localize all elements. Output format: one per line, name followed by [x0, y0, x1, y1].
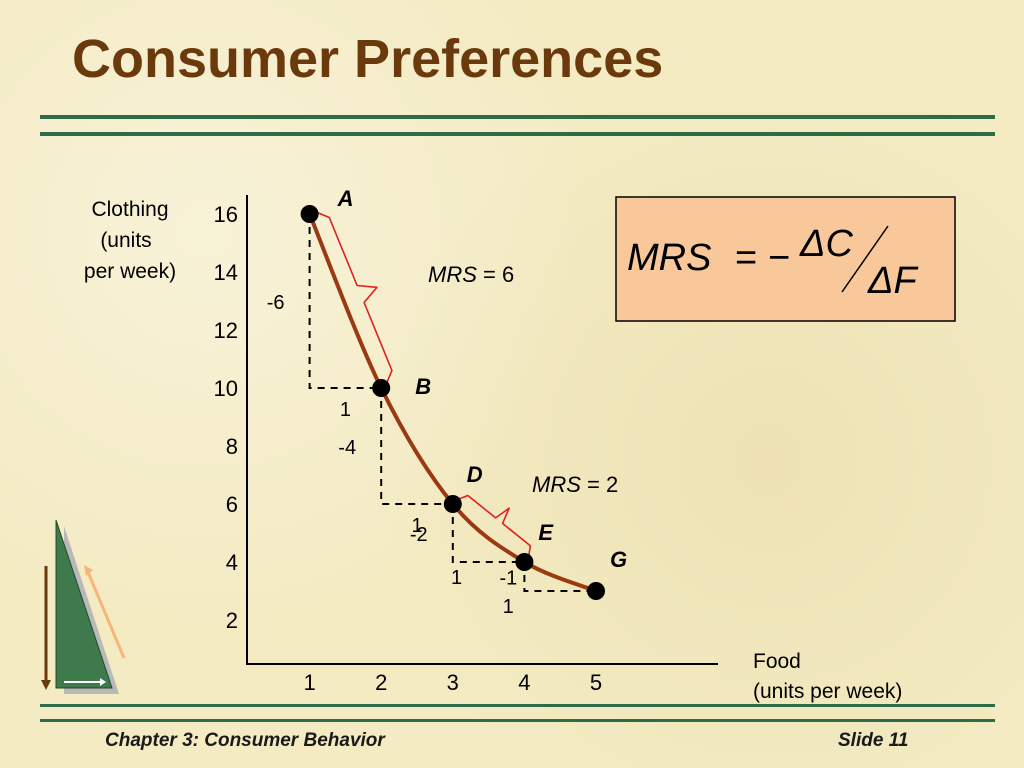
top-rule-2: [40, 132, 995, 136]
step-dx-label: 1: [411, 515, 422, 537]
x-tick-labels: 1 2 3 4 5: [303, 670, 602, 695]
bottom-rule-2: [40, 719, 995, 722]
step-dy-label: -6: [267, 292, 285, 314]
step-line: [523, 562, 596, 592]
mrs-annotation-symbol: MRS: [532, 472, 581, 497]
mrs-annotation-symbol: MRS: [428, 262, 477, 287]
indifference-curve: [307, 213, 597, 593]
point-label: A: [337, 186, 354, 211]
x-tick-label: 3: [447, 670, 459, 695]
step-line: [451, 504, 525, 563]
axes: [246, 195, 718, 665]
mrs-annotation: MRS = 2: [532, 472, 618, 497]
step-dy-label: -4: [338, 437, 356, 459]
mrs-formula-box: MRS = − ΔC ΔF: [615, 196, 956, 322]
y-tick-label: 10: [214, 376, 238, 401]
mrs-annotation-value: = 6: [477, 262, 514, 287]
step-dy-label: -2: [410, 524, 428, 546]
y-tick-label: 16: [214, 202, 238, 227]
y-axis-label-line-3: per week): [84, 260, 176, 283]
y-axis-label: Clothing (units per week): [84, 198, 176, 283]
step-lines: -61-41-21 -11: [267, 214, 596, 618]
decorative-triangle-icon: [41, 519, 126, 694]
step-dx-label: 1: [503, 596, 514, 618]
x-axis-label-line-1: Food: [753, 650, 801, 673]
curve-point-d: [443, 495, 462, 513]
x-axis-label: Food (units per week): [753, 650, 902, 703]
y-axis-label-line-1: Clothing: [91, 198, 168, 221]
footer-chapter: Chapter 3: Consumer Behavior: [105, 730, 385, 751]
mrs-annotation: MRS = 6: [428, 262, 514, 287]
footer-slide-number: Slide 11: [838, 730, 909, 751]
slide-title: Consumer Preferences: [72, 29, 664, 89]
point-label: D: [467, 462, 483, 487]
curve-points: A B D E G: [300, 186, 627, 600]
mrs-brace: [459, 494, 532, 556]
top-rule-1: [40, 115, 995, 119]
y-tick-label: 14: [214, 260, 238, 285]
formula-equals: =: [735, 237, 757, 279]
point-label: B: [415, 374, 431, 399]
y-tick-label: 6: [226, 492, 238, 517]
step-line: [308, 214, 382, 389]
y-axis-label-line-2: (units: [100, 229, 151, 252]
curve-point-e: [515, 553, 534, 571]
x-tick-label: 5: [590, 670, 602, 695]
x-tick-label: 4: [518, 670, 530, 695]
formula-denominator: ΔF: [867, 260, 918, 302]
curve-point-a: [300, 205, 319, 223]
y-tick-label: 8: [226, 434, 238, 459]
x-axis-label-line-2: (units per week): [753, 680, 902, 703]
formula-fraction-slash: [841, 225, 889, 293]
x-tick-label: 1: [303, 670, 315, 695]
step-dx-label: 1: [451, 567, 462, 589]
mrs-braces: [316, 211, 532, 556]
formula-numerator: ΔC: [799, 223, 853, 265]
curve-point-g: [587, 582, 605, 600]
curve-point-b: [372, 379, 391, 397]
formula-minus: −: [768, 237, 790, 279]
y-tick-label: 2: [226, 608, 238, 633]
x-tick-label: 2: [375, 670, 387, 695]
mrs-annotation-value: = 2: [581, 472, 618, 497]
formula-lhs: MRS: [627, 237, 711, 279]
point-label: G: [610, 547, 627, 572]
bottom-rule-1: [40, 704, 995, 707]
y-tick-label: 4: [226, 550, 238, 575]
step-dy-label: -1: [500, 568, 518, 590]
step-dx-label: 1: [340, 399, 351, 421]
point-label: E: [538, 520, 554, 545]
mrs-brace: [316, 211, 393, 383]
y-tick-label: 12: [214, 318, 238, 343]
y-tick-labels: 2 4 6 8 10 12 14 16: [214, 202, 238, 633]
